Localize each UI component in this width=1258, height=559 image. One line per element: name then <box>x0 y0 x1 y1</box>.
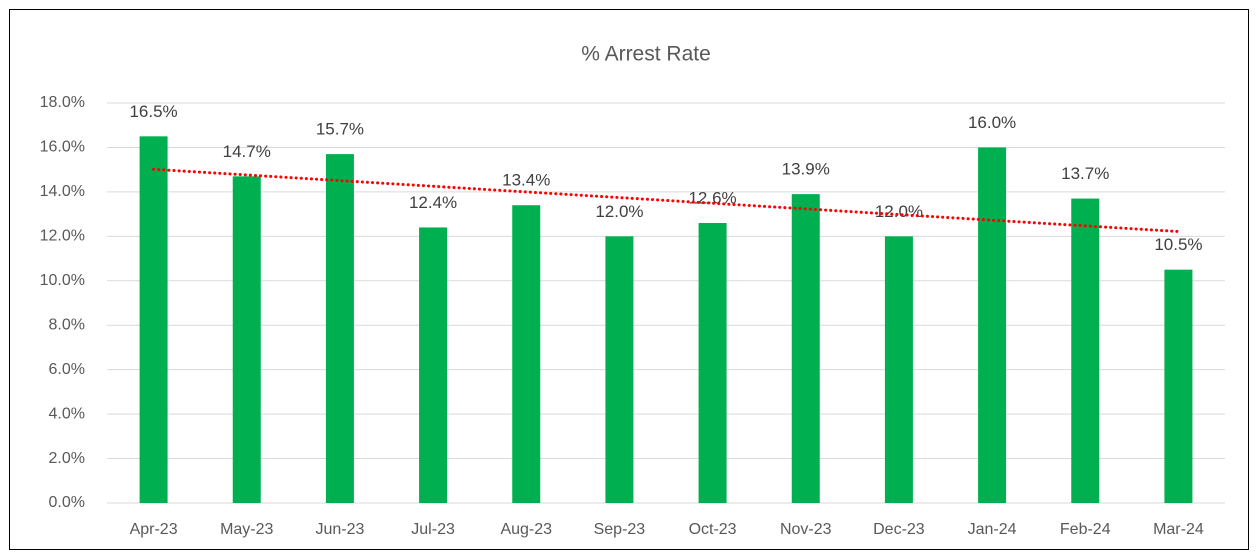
bar <box>512 205 541 503</box>
value-label: 16.0% <box>968 113 1016 132</box>
bar <box>791 194 820 503</box>
trendline <box>152 167 1180 234</box>
y-tick-label: 2.0% <box>49 450 85 467</box>
bar <box>978 147 1007 503</box>
value-label: 10.5% <box>1154 235 1202 254</box>
value-label: 14.7% <box>223 142 271 161</box>
x-tick-label: Jun-23 <box>315 521 364 538</box>
x-tick-label: May-23 <box>220 521 273 538</box>
value-label: 12.0% <box>595 202 643 221</box>
x-tick-label: Feb-24 <box>1060 521 1111 538</box>
bar <box>325 154 354 503</box>
x-tick-label: Mar-24 <box>1153 521 1204 538</box>
bar <box>698 223 727 503</box>
x-tick-label: Apr-23 <box>130 521 178 538</box>
value-label: 15.7% <box>316 120 364 139</box>
y-tick-label: 16.0% <box>40 139 85 156</box>
bar <box>1071 198 1100 504</box>
bar <box>139 136 168 504</box>
y-tick-label: 14.0% <box>40 183 85 200</box>
x-tick-label: Oct-23 <box>689 521 737 538</box>
bar <box>419 227 448 503</box>
x-tick-label: Jul-23 <box>411 521 455 538</box>
x-tick-label: Aug-23 <box>500 521 552 538</box>
x-tick-label: Nov-23 <box>780 521 832 538</box>
y-tick-label: 4.0% <box>49 405 85 422</box>
bar <box>1164 269 1193 503</box>
x-tick-label: Dec-23 <box>873 521 925 538</box>
value-label: 13.4% <box>502 171 550 190</box>
y-tick-label: 0.0% <box>49 494 85 511</box>
y-tick-label: 18.0% <box>40 94 85 111</box>
value-label: 12.0% <box>875 202 923 221</box>
y-tick-label: 12.0% <box>40 228 85 245</box>
y-tick-label: 6.0% <box>49 361 85 378</box>
bar <box>605 236 634 504</box>
bar <box>232 176 261 504</box>
value-label: 13.9% <box>782 160 830 179</box>
bar <box>884 236 913 504</box>
chart-title: % Arrest Rate <box>581 43 711 66</box>
value-label: 16.5% <box>129 102 177 121</box>
x-tick-label: Sep-23 <box>594 521 646 538</box>
value-label: 13.7% <box>1061 164 1109 183</box>
value-label: 12.4% <box>409 193 457 212</box>
x-tick-label: Jan-24 <box>968 521 1017 538</box>
y-tick-label: 8.0% <box>49 316 85 333</box>
y-tick-label: 10.0% <box>40 272 85 289</box>
